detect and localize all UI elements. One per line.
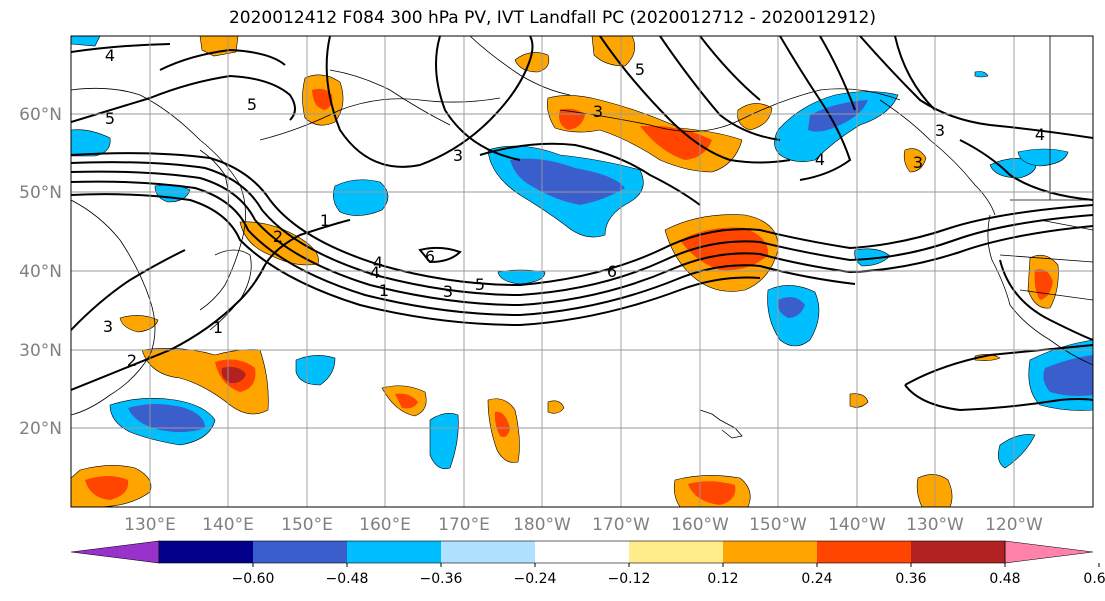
lon-label: 140°E — [202, 515, 254, 535]
contour-label: 3 — [593, 102, 603, 121]
contour-label: 2 — [127, 351, 137, 370]
colorbar-tick-label: 0.60 — [1083, 571, 1105, 587]
lon-label: 160°W — [671, 515, 729, 535]
colorbar-swatch — [347, 541, 442, 563]
colorbar-tick-label: 0.36 — [895, 571, 926, 587]
colorbar-tick-label: 0.12 — [707, 571, 738, 587]
contour-label: 4 — [105, 46, 115, 65]
contour-label: 1 — [213, 318, 223, 337]
lat-label: 20°N — [19, 419, 62, 439]
colorbar-tick-label: −0.60 — [232, 571, 275, 587]
lon-label: 150°E — [281, 515, 333, 535]
contour-label: 4 — [1035, 125, 1045, 144]
contour-labels: 4 5 5 3 3 4 5 6 6 1 2 1 3 4 5 3 2 1 4 3 … — [103, 46, 1045, 370]
contour-label: 4 — [370, 263, 380, 282]
ivt-negative-shading — [71, 36, 1093, 469]
contour-label: 5 — [105, 109, 115, 128]
lon-label: 170°E — [438, 515, 490, 535]
contour-label: 3 — [103, 317, 113, 336]
coastlines — [71, 36, 1093, 439]
lat-label: 60°N — [19, 105, 62, 125]
contour-label: 5 — [247, 95, 257, 114]
lon-label: 170°W — [592, 515, 650, 535]
lon-label: 130°W — [906, 515, 964, 535]
contour-label: 3 — [913, 153, 923, 172]
contour-label: 2 — [273, 227, 283, 246]
colorbar — [70, 540, 1094, 564]
pv-contours — [71, 36, 1093, 412]
contour-label: 5 — [475, 275, 485, 294]
lon-label: 160°E — [359, 515, 411, 535]
colorbar-outline — [158, 540, 1006, 564]
colorbar-tick-label: −0.48 — [326, 571, 369, 587]
contour-label: 3 — [443, 282, 453, 301]
contour-label: 1 — [320, 211, 330, 230]
lon-label: 180°W — [513, 515, 571, 535]
contour-label: 4 — [815, 150, 825, 169]
lon-label: 140°W — [828, 515, 886, 535]
colorbar-swatch — [723, 541, 818, 563]
lat-label: 50°N — [19, 183, 62, 203]
contour-label: 1 — [379, 281, 389, 300]
colorbar-extend-low — [70, 540, 160, 564]
longitude-labels: 130°E 140°E 150°E 160°E 170°E 180°W 170°… — [124, 515, 1043, 535]
colorbar-swatch — [253, 541, 348, 563]
lat-label: 40°N — [19, 262, 62, 282]
contour-label: 3 — [935, 121, 945, 140]
colorbar-swatch — [535, 541, 630, 563]
colorbar-swatch — [817, 541, 912, 563]
colorbar-swatch — [629, 541, 724, 563]
colorbar-tick-label: −0.12 — [608, 571, 651, 587]
contour-label: 4 — [373, 253, 383, 272]
latitude-labels: 60°N 50°N 40°N 30°N 20°N — [19, 105, 62, 439]
map-title: 2020012412 F084 300 hPa PV, IVT Landfall… — [228, 8, 876, 28]
contour-label: 6 — [425, 247, 435, 266]
colorbar-extend-high — [1004, 540, 1094, 564]
contour-label: 3 — [453, 146, 463, 165]
colorbar-tick-label: −0.36 — [420, 571, 463, 587]
lon-label: 130°E — [124, 515, 176, 535]
colorbar-swatch — [441, 541, 536, 563]
colorbar-swatch — [911, 541, 1006, 563]
colorbar-tick-label: 0.48 — [989, 571, 1020, 587]
colorbar-tick-label: 0.24 — [801, 571, 832, 587]
contour-label: 6 — [607, 262, 617, 281]
colorbar-tick-label: −0.24 — [514, 571, 557, 587]
colorbar-swatch — [159, 541, 254, 563]
map-border — [70, 35, 1094, 508]
lon-label: 120°W — [985, 515, 1043, 535]
contour-label: 5 — [635, 60, 645, 79]
colorbar-tick-labels: −0.60 −0.48 −0.36 −0.24 −0.12 0.12 0.24 0.36 0.4… — [232, 563, 1105, 587]
lon-label: 150°W — [749, 515, 807, 535]
graticule — [71, 36, 1093, 507]
lat-label: 30°N — [19, 341, 62, 361]
